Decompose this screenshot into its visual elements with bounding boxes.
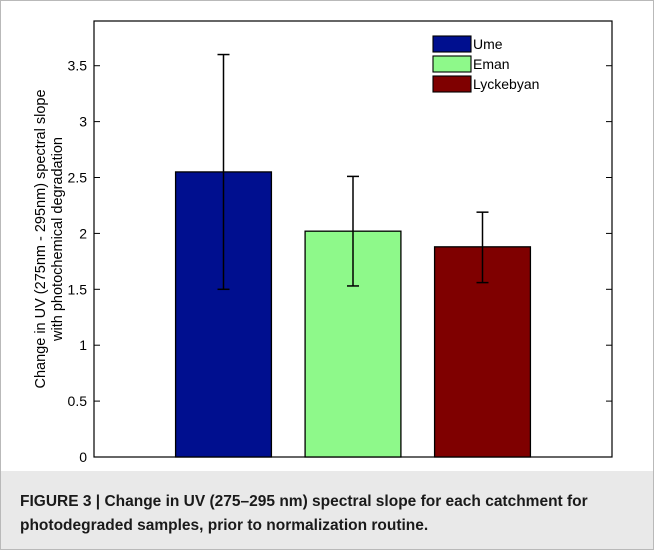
legend: Ume Eman Lyckebyan [432,35,539,93]
y-tick-label: 3 [79,114,87,130]
y-tick-label: 1 [79,337,87,353]
caption-area [1,471,653,549]
legend-swatch [432,55,472,73]
y-tick-label: 0 [79,449,87,465]
error-bars [217,53,489,291]
bar-chart: Change in UV (275nm - 295nm) spectral sl… [33,20,613,465]
y-axis-label-line: with photochemical degradation [50,137,66,342]
y-tick-label: 0.5 [68,393,88,409]
caption-body: Change in UV (275–295 nm) spectral slope… [20,493,588,534]
legend-label: Lyckebyan [473,76,539,92]
legend-swatch [432,75,472,93]
figure-caption: FIGURE 3 | Change in UV (275–295 nm) spe… [20,490,640,538]
legend-label: Eman [473,56,510,72]
y-tick-label: 2 [79,225,87,241]
legend-swatch [432,35,472,53]
caption-label: FIGURE 3 | [20,493,101,510]
y-tick-label: 3.5 [68,58,88,74]
y-tick-label: 2.5 [68,170,88,186]
legend-label: Ume [473,36,503,52]
figure-body: Change in UV (275nm - 295nm) spectral sl… [1,1,653,471]
y-tick-label: 1.5 [68,281,88,297]
y-axis-label: Change in UV (275nm - 295nm) spectral sl… [33,89,66,388]
y-axis-label-line: Change in UV (275nm - 295nm) spectral sl… [33,89,49,388]
